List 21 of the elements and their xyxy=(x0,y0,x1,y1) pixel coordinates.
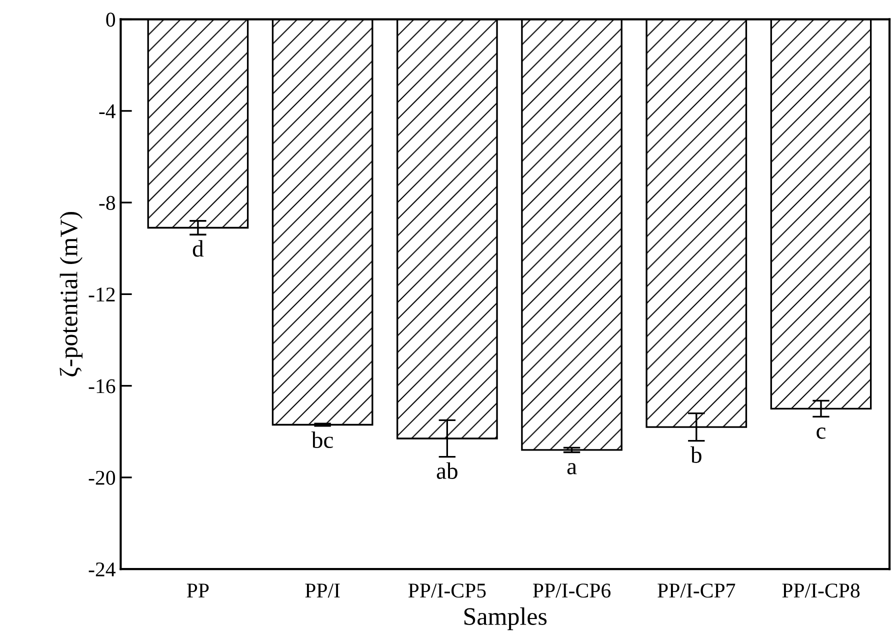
x-tick-label: PP/I-CP7 xyxy=(658,584,736,598)
annotation: a xyxy=(567,463,577,474)
y-tick-label: -16 xyxy=(88,379,116,394)
annotation: ab xyxy=(436,462,458,479)
y-tick-label: -20 xyxy=(88,470,116,485)
y-tick-label: -4 xyxy=(99,104,116,118)
y-tick-label: -8 xyxy=(99,196,116,210)
annotation: b xyxy=(690,446,702,463)
y-tick-label: -12 xyxy=(88,288,115,302)
annotation: c xyxy=(816,428,826,439)
x-tick-label: PP xyxy=(186,584,209,598)
y-axis-title: ζ-potential (mV) xyxy=(60,212,83,376)
annotation: bc xyxy=(311,431,333,448)
x-tick-label: PP/I-CP5 xyxy=(408,584,486,598)
x-axis-title: Samples xyxy=(464,607,547,630)
x-tick-label: PP/I-CP8 xyxy=(782,584,860,598)
y-tick-label: 0 xyxy=(106,12,116,27)
y-tick-label: -24 xyxy=(88,562,116,576)
x-tick-label: PP/I xyxy=(305,584,340,598)
annotation: d xyxy=(192,240,204,257)
x-tick-label: PP/I-CP6 xyxy=(533,584,611,598)
